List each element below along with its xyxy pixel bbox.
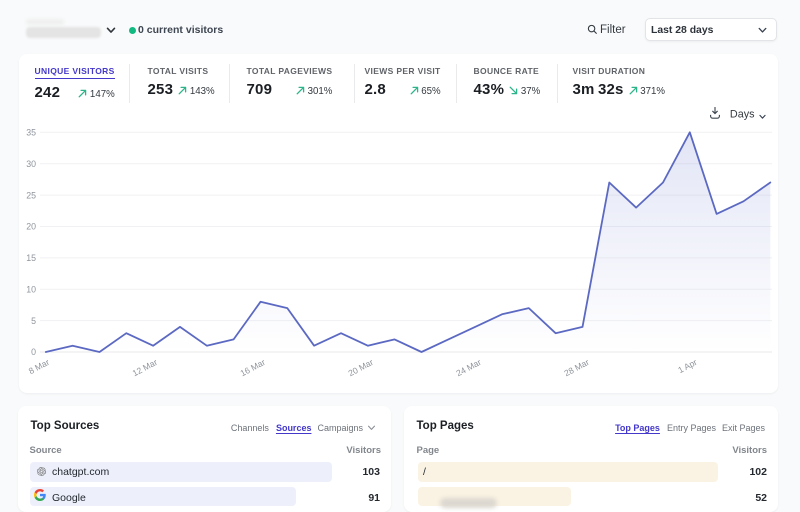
svg-text:25: 25: [26, 190, 36, 200]
svg-text:1 Apr: 1 Apr: [676, 357, 699, 375]
svg-text:12 Mar: 12 Mar: [131, 357, 159, 378]
svg-text:20 Mar: 20 Mar: [347, 357, 375, 378]
svg-text:8 Mar: 8 Mar: [27, 357, 51, 376]
svg-text:35: 35: [26, 128, 36, 138]
svg-text:10: 10: [26, 284, 36, 294]
svg-text:15: 15: [26, 253, 36, 263]
svg-text:5: 5: [31, 316, 36, 326]
svg-text:24 Mar: 24 Mar: [454, 357, 482, 378]
svg-text:0: 0: [31, 347, 36, 357]
svg-text:16 Mar: 16 Mar: [239, 357, 267, 378]
svg-text:30: 30: [26, 159, 36, 169]
svg-text:28 Mar: 28 Mar: [562, 357, 590, 378]
svg-text:20: 20: [26, 222, 36, 232]
